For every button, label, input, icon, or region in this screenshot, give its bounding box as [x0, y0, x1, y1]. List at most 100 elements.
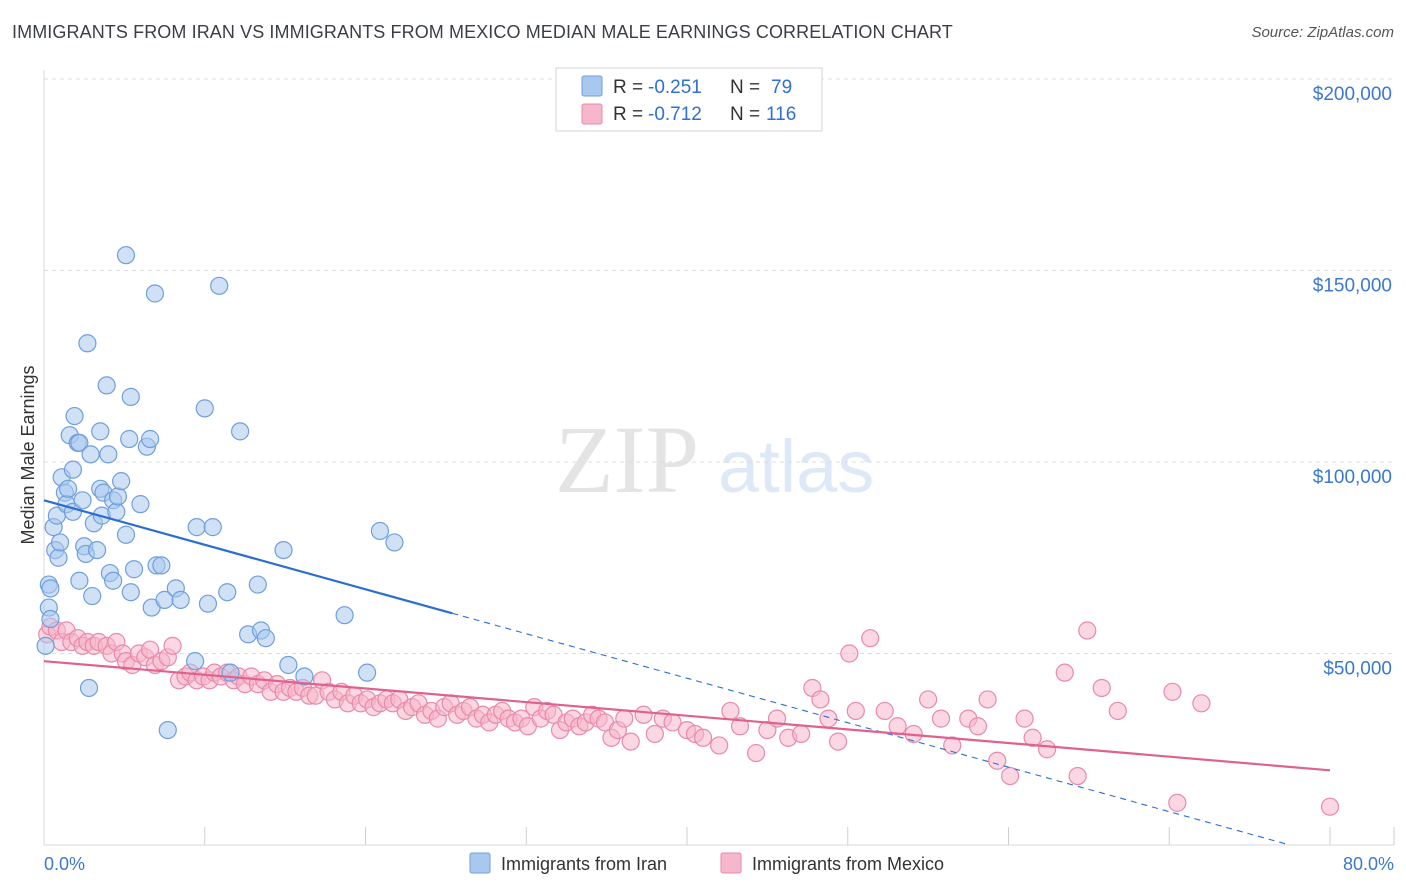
iran-point — [198, 594, 218, 613]
mexico-point — [988, 751, 1007, 770]
mexico-trendline — [43, 660, 1331, 772]
mexico-point — [1078, 621, 1097, 640]
mexico-point — [710, 736, 729, 755]
mexico-point — [1192, 694, 1211, 713]
mexico-point — [1163, 682, 1182, 701]
mexico-point — [1055, 663, 1074, 682]
mexico-point — [829, 732, 848, 751]
x-tick-label-min: 0.0% — [44, 854, 85, 874]
iran-point — [81, 445, 100, 464]
iran-point — [121, 583, 140, 602]
mexico-point — [621, 732, 640, 751]
y-tick-label: $50,000 — [1323, 659, 1392, 680]
iran-point — [221, 663, 240, 682]
iran-point — [83, 586, 102, 606]
mexico-point — [943, 736, 962, 755]
mexico-point — [615, 709, 634, 728]
iran-point — [79, 678, 99, 698]
iran-point — [108, 487, 128, 506]
mexico-point — [634, 705, 653, 724]
mexico-point — [645, 724, 664, 744]
iran-point — [370, 521, 390, 541]
iran-point — [70, 571, 89, 590]
x-tick-label-max: 80.0% — [1343, 854, 1394, 874]
iran-point — [50, 533, 70, 552]
iran-point — [131, 495, 150, 514]
legend-swatch-iran — [581, 75, 603, 97]
legend-r-label-mexico: R = — [613, 104, 643, 125]
y-axis-label: Median Male Earnings — [18, 365, 38, 544]
iran-point — [158, 720, 177, 740]
iran-point — [121, 387, 140, 406]
x-tick-marks — [204, 827, 1395, 845]
mexico-point — [730, 717, 750, 736]
iran-point — [104, 571, 123, 590]
watermark-zip: ZIP — [555, 406, 699, 513]
iran-point — [186, 652, 205, 671]
iran-point — [112, 472, 131, 491]
mexico-point — [1023, 728, 1042, 747]
series-legend: Immigrants from Iran Immigrants from Mex… — [469, 852, 944, 874]
mexico-point — [1168, 793, 1187, 812]
legend-n-value-mexico: 116 — [766, 104, 796, 125]
mexico-point — [888, 717, 907, 736]
iran-point — [140, 429, 160, 449]
iran-point — [73, 491, 92, 510]
y-tick-label: $200,000 — [1313, 84, 1392, 105]
bottom-legend-label-mexico: Immigrants from Mexico — [752, 854, 944, 874]
mexico-point — [861, 629, 880, 648]
iran-point — [195, 399, 214, 418]
iran-point — [145, 284, 165, 303]
iran-trendline-extension — [452, 612, 1290, 846]
mexico-point — [978, 690, 997, 709]
iran-point — [65, 406, 84, 426]
legend-r-label-iran: R = — [613, 77, 643, 98]
iran-point — [248, 575, 267, 594]
trendlines — [43, 499, 1331, 846]
mexico-point — [1092, 678, 1111, 698]
mexico-point — [747, 743, 766, 763]
iran-point — [41, 609, 60, 629]
iran-points — [36, 246, 404, 740]
iran-point — [41, 579, 60, 598]
mexico-point — [875, 701, 894, 721]
legend-n-label-iran: N = — [730, 77, 760, 98]
iran-point — [78, 334, 97, 353]
y-tick-label: $100,000 — [1313, 467, 1392, 488]
iran-point — [36, 636, 55, 655]
iran-point — [87, 540, 107, 560]
iran-point — [91, 422, 110, 441]
mexico-point — [1068, 766, 1087, 786]
iran-point — [99, 445, 118, 464]
iran-point — [358, 663, 377, 682]
mexico-point — [846, 701, 865, 721]
mexico-point — [163, 636, 182, 655]
bottom-legend-swatch-mexico — [720, 852, 742, 874]
iran-point — [116, 525, 136, 544]
chart-title: IMMIGRANTS FROM IRAN VS IMMIGRANTS FROM … — [12, 22, 953, 42]
iran-point — [218, 583, 237, 602]
mexico-point — [1320, 797, 1340, 816]
iran-point — [116, 246, 136, 265]
iran-point — [210, 276, 229, 295]
y-tick-labels: $50,000 $100,000 $150,000 $200,000 — [1313, 84, 1392, 680]
mexico-point — [693, 728, 713, 747]
iran-point — [231, 422, 250, 441]
mexico-point — [721, 701, 740, 721]
iran-point — [70, 433, 89, 452]
legend-r-value-iran: -0.251 — [648, 77, 702, 98]
mexico-point — [1037, 740, 1057, 759]
iran-point — [274, 540, 293, 560]
mexico-point — [811, 690, 830, 709]
iran-point — [279, 655, 298, 675]
y-tick-label: $150,000 — [1313, 276, 1392, 297]
iran-point — [97, 376, 116, 395]
iran-point — [124, 560, 144, 579]
mexico-point — [792, 724, 811, 744]
mexico-point — [1015, 709, 1034, 728]
iran-point — [171, 590, 190, 609]
legend-n-label-mexico: N = — [730, 104, 760, 125]
watermark: ZIP atlas — [555, 406, 874, 513]
source-credit: Source: ZipAtlas.com — [1251, 24, 1394, 41]
